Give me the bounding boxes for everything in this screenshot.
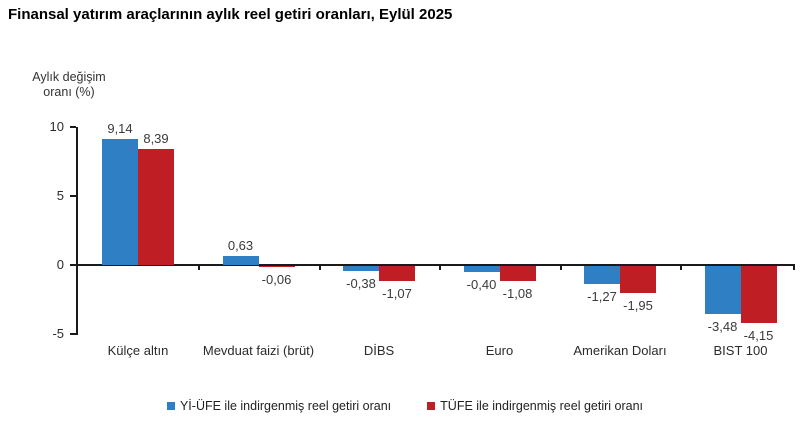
bar-yi-ufe	[343, 266, 379, 272]
chart-title: Finansal yatırım araçlarının aylık reel …	[8, 6, 453, 23]
y-axis-tick-label: 10	[49, 119, 64, 134]
x-axis-tick	[318, 265, 321, 270]
legend-label-tufe: TÜFE ile indirgenmiş reel getiri oranı	[440, 399, 644, 413]
y-axis-title: Aylık değişim oranı (%)	[14, 70, 124, 100]
category-label: Külçe altın	[107, 343, 169, 358]
category-label: BIST 100	[713, 343, 768, 358]
y-axis-title-line2: oranı (%)	[43, 85, 95, 99]
y-axis-title-line1: Aylık değişim	[32, 70, 106, 84]
value-label: -4,15	[743, 328, 774, 344]
y-axis-tick-label: 0	[56, 257, 64, 272]
y-axis-tick	[69, 195, 76, 197]
x-axis-tick	[198, 265, 201, 270]
value-label: 9,14	[107, 120, 133, 136]
bar-tufe	[620, 266, 656, 293]
bar-yi-ufe	[102, 138, 138, 265]
legend-item-tufe: TÜFE ile indirgenmiş reel getiri oranı	[427, 399, 643, 413]
y-axis-line	[75, 127, 78, 335]
category-label: Euro	[485, 343, 514, 358]
legend-label-yi-ufe: Yİ-ÜFE ile indirgenmiş reel getiri oranı	[179, 399, 392, 413]
legend: Yİ-ÜFE ile indirgenmiş reel getiri oranı…	[0, 399, 810, 413]
value-label: -0,40	[466, 276, 497, 292]
value-label: 0,63	[227, 238, 254, 254]
y-axis-tick	[69, 264, 76, 266]
x-axis-tick	[793, 265, 795, 270]
x-axis-tick	[559, 265, 562, 270]
bar-tufe	[499, 266, 536, 281]
value-label: -3,48	[707, 319, 738, 335]
legend-marker-blue	[166, 402, 175, 410]
x-axis-tick	[680, 265, 683, 270]
bar-tufe	[740, 266, 777, 324]
x-axis-tick	[439, 265, 442, 270]
category-label: Mevduat faizi (brüt)	[202, 343, 315, 358]
legend-marker-red	[427, 402, 436, 410]
value-label: -1,27	[587, 288, 617, 304]
y-axis-tick-label: 5	[56, 188, 64, 203]
value-label: -0,38	[346, 276, 376, 292]
y-axis-tick	[69, 333, 76, 335]
bar-tufe	[138, 149, 174, 265]
bar-yi-ufe	[222, 256, 259, 265]
value-label: -1,07	[382, 285, 412, 301]
bar-tufe	[258, 266, 295, 267]
bar-yi-ufe	[584, 266, 620, 284]
bar-yi-ufe	[704, 266, 741, 315]
y-axis-tick-label: -5	[52, 326, 64, 341]
bar-tufe	[379, 266, 415, 281]
value-label: 8,39	[143, 131, 169, 147]
x-axis-line	[77, 264, 795, 266]
category-label: DİBS	[363, 343, 395, 358]
value-label: -0,06	[261, 272, 292, 287]
value-label: -1,95	[623, 297, 653, 313]
category-label: Amerikan Doları	[573, 343, 667, 358]
value-label: -1,08	[502, 285, 533, 301]
legend-item-yi-ufe: Yİ-ÜFE ile indirgenmiş reel getiri oranı	[166, 399, 392, 413]
y-axis-tick	[69, 126, 76, 128]
bar-yi-ufe	[463, 266, 500, 272]
